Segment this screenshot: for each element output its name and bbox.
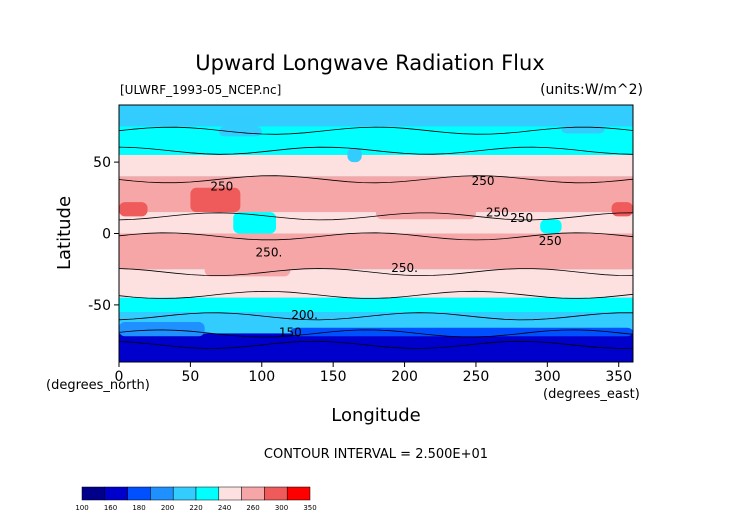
field-cell [233,212,277,234]
contour-line [118,312,633,321]
x-axis-label: Longitude [331,405,421,426]
contour-line [118,146,634,155]
contour-line [118,290,634,299]
x-tick-label: 50 [181,369,199,385]
colorbar-tick-label: 100 [75,504,88,512]
y-axis-label: Latitude [54,196,75,270]
x-tick-label: 350 [605,369,632,385]
colorbar-swatch [104,486,128,501]
contour-label: 200. [291,308,318,322]
contour-label: 250. [256,245,283,259]
colorbar-tick-label: 200 [161,504,174,512]
colorbar-swatch [81,486,106,501]
field-band [119,154,633,177]
field-cell [119,322,205,337]
colorbar-tick-label: 220 [189,504,202,512]
colorbar-swatch [241,486,265,501]
contour-line [118,268,634,277]
x-tick-label: 150 [320,369,347,385]
y-tick-label: 50 [93,155,111,171]
colorbar-swatch [286,486,311,501]
field-cell [611,202,633,217]
colorbar-tick-label: 260 [246,504,259,512]
y-axis-ticks: 50 0 -50 [88,155,119,314]
field-cell [297,247,319,270]
contour-line [118,340,634,349]
colorbar-tick-label: 160 [104,504,117,512]
colorbar: 100 160 180 200 220 240 260 300 350 [75,486,317,512]
contour-line [118,175,634,184]
contour-interval-text: CONTOUR INTERVAL = 2.500E+01 [264,447,488,462]
colorbar-swatch [172,486,197,501]
x-tick-label: 100 [248,369,275,385]
field-cell [119,244,177,270]
x-tick-label: 200 [391,369,418,385]
x-tick-label: 250 [463,369,490,385]
chart-title: Upward Longwave Radiation Flux [195,51,544,75]
field-cell [218,126,262,137]
contour-line [118,212,634,221]
field-band [119,126,633,155]
field-cell [347,147,362,163]
units-label: (units:W/m^2) [540,82,643,98]
y-tick-label: -50 [88,298,111,314]
field-band [119,105,633,127]
dataset-label: [ULWRF_1993-05_NCEP.nc] [120,83,281,97]
field-band [119,269,633,298]
field-cell [119,202,148,217]
contour-label: 250 [539,234,562,248]
contour-label: 250 [486,205,509,219]
contour-line [118,126,634,135]
colorbar-tick-label: 350 [303,504,316,512]
colorbar-tick-label: 300 [275,504,288,512]
colorbar-swatch [264,486,288,501]
field-band [119,297,633,313]
field-cell [190,187,241,213]
contour-line [118,329,634,338]
contour-label: 250. [391,261,418,275]
colorbar-swatch [150,486,174,501]
field-cell [290,327,633,337]
colorbar-tick-label: 240 [218,504,231,512]
field-cell [204,254,291,277]
field-layer [119,105,633,362]
y-unit-label: (degrees_north) [46,378,150,393]
contour-label: 150 [279,325,302,339]
field-cell [119,336,633,362]
x-tick-label: 0 [115,369,124,385]
field-cell [376,197,476,220]
y-tick-label: 0 [102,227,111,243]
contour-label: 250 [510,211,533,225]
contour-line [118,232,634,241]
x-unit-label: (degrees_east) [543,387,640,402]
contour-label: 250 [472,174,495,188]
field-cell [540,219,562,234]
x-axis-ticks: 0 50 100 150 200 250 300 350 [115,362,632,385]
colorbar-tick-label: 180 [132,504,145,512]
colorbar-swatch [127,486,151,501]
x-tick-label: 300 [534,369,561,385]
field-cell [504,240,633,270]
contour-label: 250 [210,180,233,194]
field-cell [561,126,605,134]
colorbar-swatch [218,486,242,501]
colorbar-swatch [195,486,220,501]
